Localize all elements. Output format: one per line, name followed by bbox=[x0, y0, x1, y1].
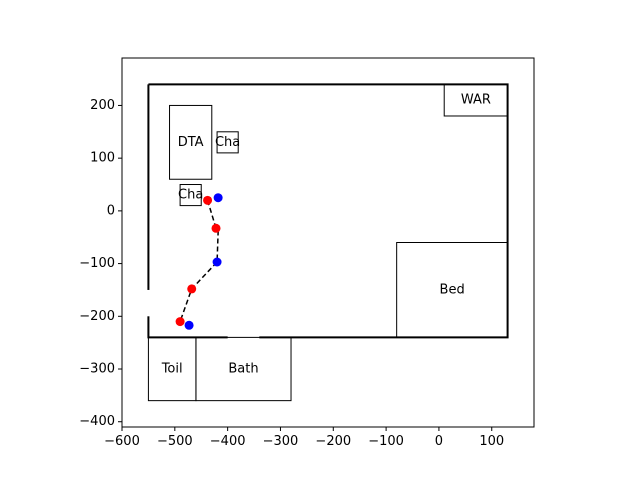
points-layer bbox=[175, 193, 223, 330]
y-tick-label: −300 bbox=[79, 362, 115, 377]
blue-point-0 bbox=[213, 193, 223, 203]
x-axis-ticks: −600 −500 −400 −300 −200 −100 0 100 bbox=[104, 427, 504, 449]
x-tick-label: −100 bbox=[368, 434, 404, 449]
room-box bbox=[396, 242, 509, 338]
room-label: Cha bbox=[215, 135, 240, 150]
room-war-3: WAR bbox=[443, 83, 509, 117]
x-tick-label: −200 bbox=[315, 434, 351, 449]
room-label: WAR bbox=[461, 93, 491, 108]
room-box bbox=[169, 104, 213, 180]
room-cha-1: Cha bbox=[215, 131, 240, 154]
room-dta-0: DTA bbox=[169, 104, 213, 180]
red-point-3 bbox=[175, 317, 185, 327]
room-box bbox=[443, 83, 509, 117]
x-tick-label: −300 bbox=[263, 434, 299, 449]
y-tick-label: 100 bbox=[90, 151, 115, 166]
x-tick-label: 0 bbox=[435, 434, 443, 449]
x-tick-label: 100 bbox=[479, 434, 504, 449]
room-label: Cha bbox=[178, 188, 203, 203]
room-cha-2: Cha bbox=[178, 184, 203, 207]
room-label: Bed bbox=[440, 282, 465, 297]
room-label: Toil bbox=[161, 362, 183, 377]
blue-point-1 bbox=[212, 257, 222, 267]
path-layer bbox=[179, 200, 219, 322]
red-point-1 bbox=[211, 223, 221, 233]
y-tick-label: 0 bbox=[107, 203, 115, 218]
red-point-2 bbox=[187, 284, 197, 294]
rooms-layer: DTA Cha Cha WAR Bed Toil Bath bbox=[147, 83, 509, 402]
room-box bbox=[195, 336, 292, 402]
y-tick-label: 200 bbox=[90, 98, 115, 113]
axes-frame bbox=[121, 57, 535, 428]
room-bed-4: Bed bbox=[396, 242, 509, 338]
x-tick-label: −600 bbox=[104, 434, 140, 449]
x-tick-label: −400 bbox=[210, 434, 246, 449]
trajectory-path bbox=[179, 200, 219, 322]
y-axis-ticks: −400 −300 −200 −100 0 100 200 bbox=[79, 98, 122, 429]
room-bath-6: Bath bbox=[195, 336, 292, 402]
y-tick-label: −200 bbox=[79, 309, 115, 324]
y-tick-label: −100 bbox=[79, 256, 115, 271]
blue-point-2 bbox=[184, 320, 194, 330]
room-box bbox=[179, 184, 202, 207]
y-tick-label: −400 bbox=[79, 414, 115, 429]
x-tick-label: −500 bbox=[157, 434, 193, 449]
red-point-0 bbox=[203, 195, 213, 205]
room-label: Bath bbox=[228, 362, 258, 377]
room-label: DTA bbox=[178, 135, 204, 150]
room-box bbox=[216, 131, 239, 154]
